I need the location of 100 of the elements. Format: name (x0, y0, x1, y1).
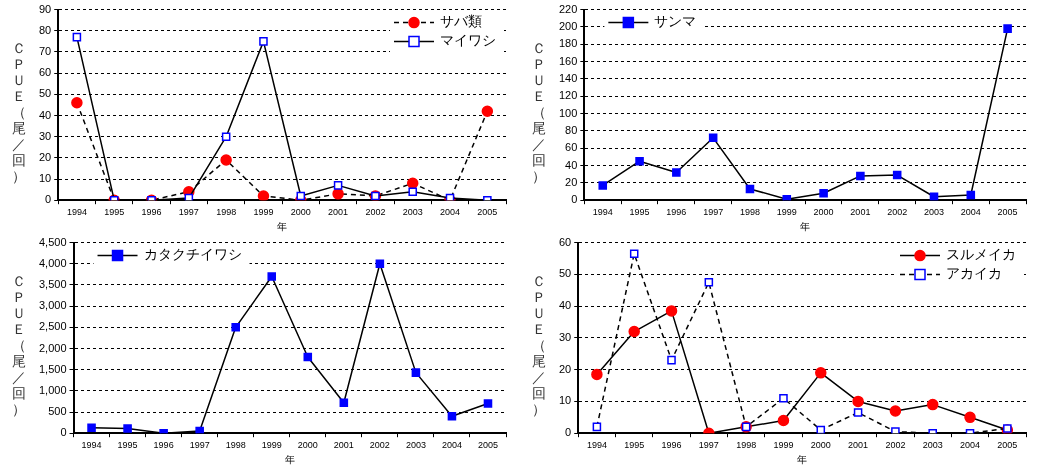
y-tick-label: 50 (38, 87, 52, 100)
x-tick-label: 1996 (153, 440, 174, 451)
y-tick-label: 2,500 (39, 320, 67, 333)
x-tick-label: 1998 (225, 440, 246, 451)
x-tick-label: 1997 (703, 207, 724, 218)
y-tick-label: 3,000 (39, 299, 67, 312)
x-tick-label: 2000 (810, 440, 831, 451)
y-tick-label: 30 (38, 129, 52, 142)
x-tick-label: 1998 (736, 440, 757, 451)
y-tick-label: 60 (38, 66, 52, 79)
y-tick-label: 60 (565, 141, 578, 154)
x-tick-label: 1997 (178, 207, 199, 218)
y-tick-label: 10 (558, 394, 572, 407)
x-tick-label: 2005 (477, 440, 498, 451)
x-tick-label: 2005 (997, 440, 1018, 451)
legend-label: カタクチイワシ (143, 246, 242, 263)
x-tick-label: 2002 (887, 207, 908, 218)
y-tick-label: 80 (38, 23, 52, 36)
x-tick-label: 2003 (923, 207, 945, 218)
x-tick-label: 2000 (297, 440, 318, 451)
x-tick-label: 2003 (402, 207, 423, 218)
x-tick-label: 1999 (253, 207, 274, 218)
legend-label: サンマ (654, 13, 697, 30)
text: ＣＰＵＥ（尾／回） (12, 40, 26, 184)
x-axis-title: 年 (284, 453, 295, 465)
x-tick-label: 1995 (629, 207, 650, 218)
x-tick-label: 2004 (960, 207, 981, 218)
x-tick-label: 2002 (885, 440, 906, 451)
y-tick-label: 20 (38, 150, 52, 163)
y-tick-label: 4,000 (39, 256, 67, 269)
legend-label: アカイカ (946, 265, 1002, 282)
text: ＣＰＵＥ（尾／回） (532, 273, 546, 417)
y-tick-label: 120 (558, 89, 578, 102)
y-tick-label: 60 (558, 235, 572, 248)
x-tick-label: 1996 (141, 207, 162, 218)
x-tick-label: 1994 (81, 440, 102, 451)
y-tick-label: 80 (565, 123, 578, 136)
x-tick-label: 2001 (328, 207, 349, 218)
legend-label: マイワシ (440, 32, 496, 49)
x-tick-label: 1999 (261, 440, 282, 451)
x-tick-label: 2002 (369, 440, 390, 451)
x-tick-label: 1996 (666, 207, 687, 218)
x-tick-label: 1994 (66, 207, 87, 218)
x-tick-label: 1999 (776, 207, 797, 218)
x-tick-label: 2005 (997, 207, 1018, 218)
x-tick-label: 1994 (592, 207, 613, 218)
y-tick-label: 50 (558, 267, 572, 280)
y-tick-label: 30 (558, 330, 572, 343)
x-tick-label: 1995 (117, 440, 138, 451)
x-tick-label: 2000 (813, 207, 834, 218)
x-tick-label: 1996 (661, 440, 682, 451)
y-tick-label: 4,500 (39, 235, 67, 248)
y-tick-label: 2,000 (39, 341, 67, 354)
y-tick-label: 500 (48, 405, 67, 418)
x-tick-label: 2002 (365, 207, 386, 218)
y-tick-label: 20 (565, 175, 578, 188)
x-tick-label: 2001 (333, 440, 354, 451)
x-tick-label: 1995 (104, 207, 125, 218)
y-tick-label: 70 (38, 44, 52, 57)
x-tick-label: 2000 (290, 207, 311, 218)
y-tick-label: 0 (565, 426, 572, 439)
x-tick-label: 2001 (848, 440, 869, 451)
y-tick-label: 160 (558, 54, 578, 67)
y-tick-label: 90 (38, 2, 52, 15)
x-tick-label: 2003 (405, 440, 426, 451)
legend-label: サバ類 (440, 13, 482, 30)
y-tick-label: 40 (565, 158, 578, 171)
x-axis-title: 年 (800, 220, 811, 232)
y-tick-label: 0 (60, 426, 67, 439)
y-tick-label: 0 (45, 193, 52, 206)
y-tick-label: 0 (571, 193, 578, 206)
x-tick-label: 2005 (477, 207, 498, 218)
y-tick-label: 3,500 (39, 277, 67, 290)
y-tick-label: 100 (558, 106, 578, 119)
y-tick-label: 180 (558, 37, 578, 50)
x-tick-label: 2004 (440, 207, 461, 218)
legend-label: スルメイカ (946, 246, 1016, 263)
y-tick-label: 1,500 (39, 362, 67, 375)
x-tick-label: 2004 (441, 440, 462, 451)
y-tick-label: 40 (558, 299, 572, 312)
x-tick-label: 1998 (216, 207, 237, 218)
x-tick-label: 1998 (739, 207, 760, 218)
y-tick-label: 220 (558, 2, 578, 15)
x-tick-label: 1994 (586, 440, 607, 451)
y-tick-label: 40 (38, 108, 52, 121)
x-tick-label: 1997 (698, 440, 719, 451)
y-tick-label: 10 (38, 172, 52, 185)
text: ＣＰＵＥ（尾／回） (12, 273, 26, 417)
x-tick-label: 1999 (773, 440, 794, 451)
y-tick-label: 140 (558, 71, 578, 84)
y-tick-label: 1,000 (39, 383, 67, 396)
x-axis-title: 年 (797, 453, 808, 465)
x-axis-title: 年 (277, 220, 288, 232)
text: ＣＰＵＥ（尾／回） (532, 40, 546, 184)
y-tick-label: 20 (558, 362, 572, 375)
x-tick-label: 2001 (850, 207, 871, 218)
x-tick-label: 1997 (189, 440, 210, 451)
x-tick-label: 1995 (624, 440, 645, 451)
y-tick-label: 200 (558, 19, 578, 32)
x-tick-label: 2004 (960, 440, 981, 451)
